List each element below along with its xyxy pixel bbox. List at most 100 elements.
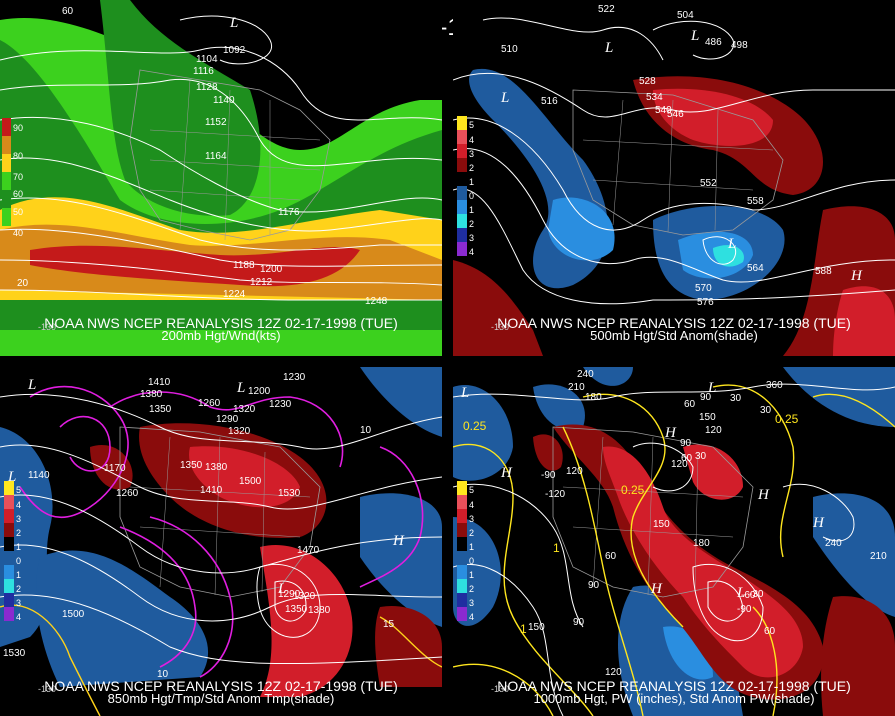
low-pressure-label: L xyxy=(690,28,699,44)
high-pressure-label: H xyxy=(500,465,513,481)
low-pressure-label: L xyxy=(727,236,736,252)
panel-caption-line1: NOAA NWS NCEP REANALYSIS 12Z 02-17-1998 … xyxy=(497,315,851,331)
lon-label: -130 xyxy=(38,684,56,694)
contour-label: 15 xyxy=(383,619,395,630)
pw-label: 1 xyxy=(553,541,560,555)
contour-label: 558 xyxy=(747,196,764,207)
svg-text:1: 1 xyxy=(469,570,474,580)
svg-text:4: 4 xyxy=(469,247,474,257)
contour-label: 60 xyxy=(681,453,693,464)
contour-label: 240 xyxy=(577,369,594,380)
low-pressure-label: L xyxy=(460,385,469,401)
high-pressure-label: H xyxy=(757,487,770,503)
contour-label: 534 xyxy=(646,92,663,103)
contour-label: 1104 xyxy=(196,54,218,65)
wind-legend: 90 80 70 60 50 40 xyxy=(2,118,23,238)
panel-850mb: 1410 1380 1350 1320 1290 1260 1230 1200 … xyxy=(0,367,442,716)
low-pressure-label: L xyxy=(277,581,286,597)
contour-label: 1290 xyxy=(278,589,301,600)
panel-500mb: 522 504 486 498 510 516 528 534 540 546 … xyxy=(453,0,895,356)
contour-label: 90 xyxy=(588,580,600,591)
contour-label: 360 xyxy=(766,380,783,391)
contour-label: 510 xyxy=(501,44,518,55)
contour-label: 1410 xyxy=(148,377,171,388)
contour-label: 564 xyxy=(747,263,764,274)
wind-map-200mb: 60 1092 1104 1116 1128 1140 1152 1164 11… xyxy=(0,0,442,356)
contour-label: 1188 xyxy=(233,260,255,271)
contour-label: 150 xyxy=(528,622,545,633)
contour-label: 1170 xyxy=(104,463,126,474)
contour-label: 1350 xyxy=(285,604,308,615)
contour-label: -90 xyxy=(737,604,752,615)
high-pressure-label: H xyxy=(664,425,677,441)
contour-label: -90 xyxy=(541,470,556,481)
contour-label: 1290 xyxy=(216,414,239,425)
svg-text:4: 4 xyxy=(16,500,21,510)
contour-label: 60 xyxy=(605,551,617,562)
contour-label: 150 xyxy=(699,412,716,423)
svg-text:2: 2 xyxy=(469,163,474,173)
contour-label: 120 xyxy=(705,425,722,436)
lon-label: -130 xyxy=(491,322,509,332)
contour-label: 180 xyxy=(693,538,710,549)
contour-label: 1500 xyxy=(62,609,85,620)
low-pressure-label: L xyxy=(236,380,245,396)
svg-text:2: 2 xyxy=(16,584,21,594)
panel-caption-line1: NOAA NWS NCEP REANALYSIS 12Z 02-17-1998 … xyxy=(44,678,398,694)
contour-label: 1530 xyxy=(3,648,26,659)
contour-label: 10 xyxy=(360,425,372,436)
svg-text:4: 4 xyxy=(469,500,474,510)
svg-text:2: 2 xyxy=(469,528,474,538)
lon-label: -130 xyxy=(38,322,56,332)
low-pressure-label: L xyxy=(229,15,238,31)
svg-text:1: 1 xyxy=(469,205,474,215)
contour-label: 528 xyxy=(639,76,656,87)
contour-label: 60 xyxy=(764,626,776,637)
contour-label: 1320 xyxy=(293,591,316,602)
high-pressure-label: H xyxy=(392,533,405,549)
svg-text:2: 2 xyxy=(16,528,21,538)
contour-label: 1164 xyxy=(205,151,227,162)
contour-label: 10 xyxy=(157,669,169,680)
contour-label: 1176 xyxy=(278,207,300,218)
anomaly-legend: 5 4 3 2 1 0 1 2 3 4 xyxy=(4,481,21,622)
legend-value: 70 xyxy=(13,172,23,182)
contour-label: 90 xyxy=(680,438,692,449)
svg-text:3: 3 xyxy=(469,598,474,608)
contour-label: 498 xyxy=(731,40,748,51)
contour-label: 120 xyxy=(566,466,583,477)
svg-text:1: 1 xyxy=(16,570,21,580)
contour-label: 1530 xyxy=(278,488,301,499)
svg-text:0: 0 xyxy=(469,556,474,566)
svg-text:0: 0 xyxy=(16,556,21,566)
legend-value: 50 xyxy=(13,207,23,217)
contour-label: 546 xyxy=(667,109,684,120)
contour-label: 150 xyxy=(653,519,670,530)
svg-text:1: 1 xyxy=(469,542,474,552)
contour-label: 1230 xyxy=(283,372,306,383)
panel-caption-line2: 500mb Hgt/Std Anom(shade) xyxy=(590,328,758,343)
contour-label: 210 xyxy=(870,551,887,562)
contour-label: 1230 xyxy=(269,399,292,410)
panel-caption-line1: NOAA NWS NCEP REANALYSIS 12Z 02-17-1998 … xyxy=(497,678,851,694)
svg-text:4: 4 xyxy=(16,612,21,622)
svg-text:1: 1 xyxy=(16,542,21,552)
svg-text:0: 0 xyxy=(469,191,474,201)
contour-label: 30 xyxy=(730,393,742,404)
low-pressure-label: L xyxy=(707,380,716,396)
contour-label: 1224 xyxy=(223,289,246,300)
contour-label: 120 xyxy=(605,667,622,678)
svg-text:2: 2 xyxy=(469,219,474,229)
legend-value: 40 xyxy=(13,228,23,238)
svg-text:5: 5 xyxy=(469,485,474,495)
contour-label: 210 xyxy=(568,382,585,393)
low-pressure-label: L xyxy=(27,377,36,393)
contour-label: 522 xyxy=(598,4,615,15)
contour-label: 1212 xyxy=(250,277,273,288)
contour-label: 90 xyxy=(700,392,712,403)
panel-caption-line2: 850mb Hgt/Tmp/Std Anom Tmp(shade) xyxy=(107,691,335,706)
legend-value: 80 xyxy=(13,151,23,161)
svg-text:5: 5 xyxy=(16,485,21,495)
low-pressure-label: L xyxy=(604,40,613,56)
panel-1000mb: 240 210 180 60 90 30 30 360 0.25 0.25 0.… xyxy=(453,367,895,716)
